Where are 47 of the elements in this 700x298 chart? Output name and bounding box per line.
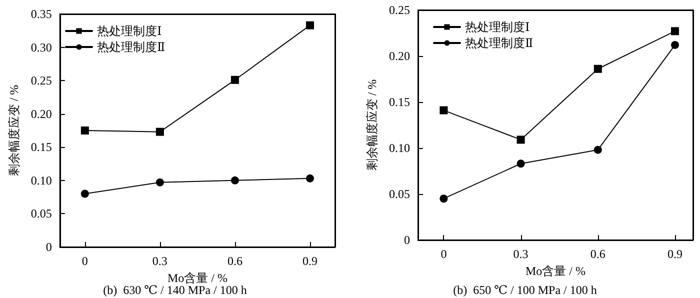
x-tick-label: 0.9 (668, 247, 683, 261)
text: (b) 650 ℃ / 100 MPa / 100 h (453, 283, 597, 297)
point (671, 27, 680, 36)
legend-label: 热处理制度Ⅰ (465, 20, 530, 34)
x-tick-label: 0.3 (152, 254, 168, 268)
y-tick-label: 0 (404, 233, 410, 247)
y-tick-label: 0.20 (30, 106, 52, 121)
point (516, 160, 525, 168)
point (671, 40, 680, 49)
x-tick-label: 0.9 (302, 254, 318, 268)
point (594, 146, 602, 154)
point (156, 128, 164, 136)
y-tick-label: 0.15 (389, 95, 410, 109)
point (594, 64, 602, 73)
point (230, 76, 239, 84)
y-tick-label: 0.05 (30, 206, 52, 221)
point (440, 194, 448, 203)
y-tick-label: 0.15 (30, 140, 52, 154)
text: (b) 630 ℃ / 140 MPa / 100 h (103, 283, 247, 297)
y-tick-label: 0.20 (389, 49, 410, 63)
point (306, 21, 314, 30)
y-tick-label: 0.30 (30, 40, 52, 54)
x-tick-label: 0.3 (513, 247, 528, 261)
point (80, 126, 89, 134)
x-tick-label: 0.6 (590, 247, 606, 261)
x-tick-label: 0 (440, 247, 447, 261)
point (80, 190, 89, 198)
y-tick-label: 0.35 (30, 7, 52, 21)
legend-label: 热处理制度Ⅰ (97, 24, 162, 38)
y-axis-title: 剩余幅度应变 / % (365, 79, 380, 171)
x-axis-title: Mo含量 / % (167, 270, 228, 285)
legend-label: 热处理制度Ⅱ (465, 36, 534, 50)
y-tick-label: 0.10 (30, 173, 52, 188)
point (440, 106, 448, 114)
point (156, 178, 164, 186)
legend-label: 热处理制度Ⅱ (97, 40, 166, 54)
y-tick-label: 0.10 (389, 141, 410, 155)
point (230, 176, 239, 184)
y-tick-label: 0.05 (389, 187, 410, 201)
y-tick-label: 0.25 (389, 3, 410, 17)
point (516, 136, 525, 144)
y-tick-label: 0.25 (30, 74, 52, 88)
x-tick-label: 0.6 (227, 254, 242, 268)
y-axis-title: 剩余幅度应变 / % (7, 84, 21, 176)
x-axis-title: Mo含量 / % (526, 264, 586, 278)
point (306, 174, 314, 182)
x-tick-label: 0 (82, 254, 88, 268)
